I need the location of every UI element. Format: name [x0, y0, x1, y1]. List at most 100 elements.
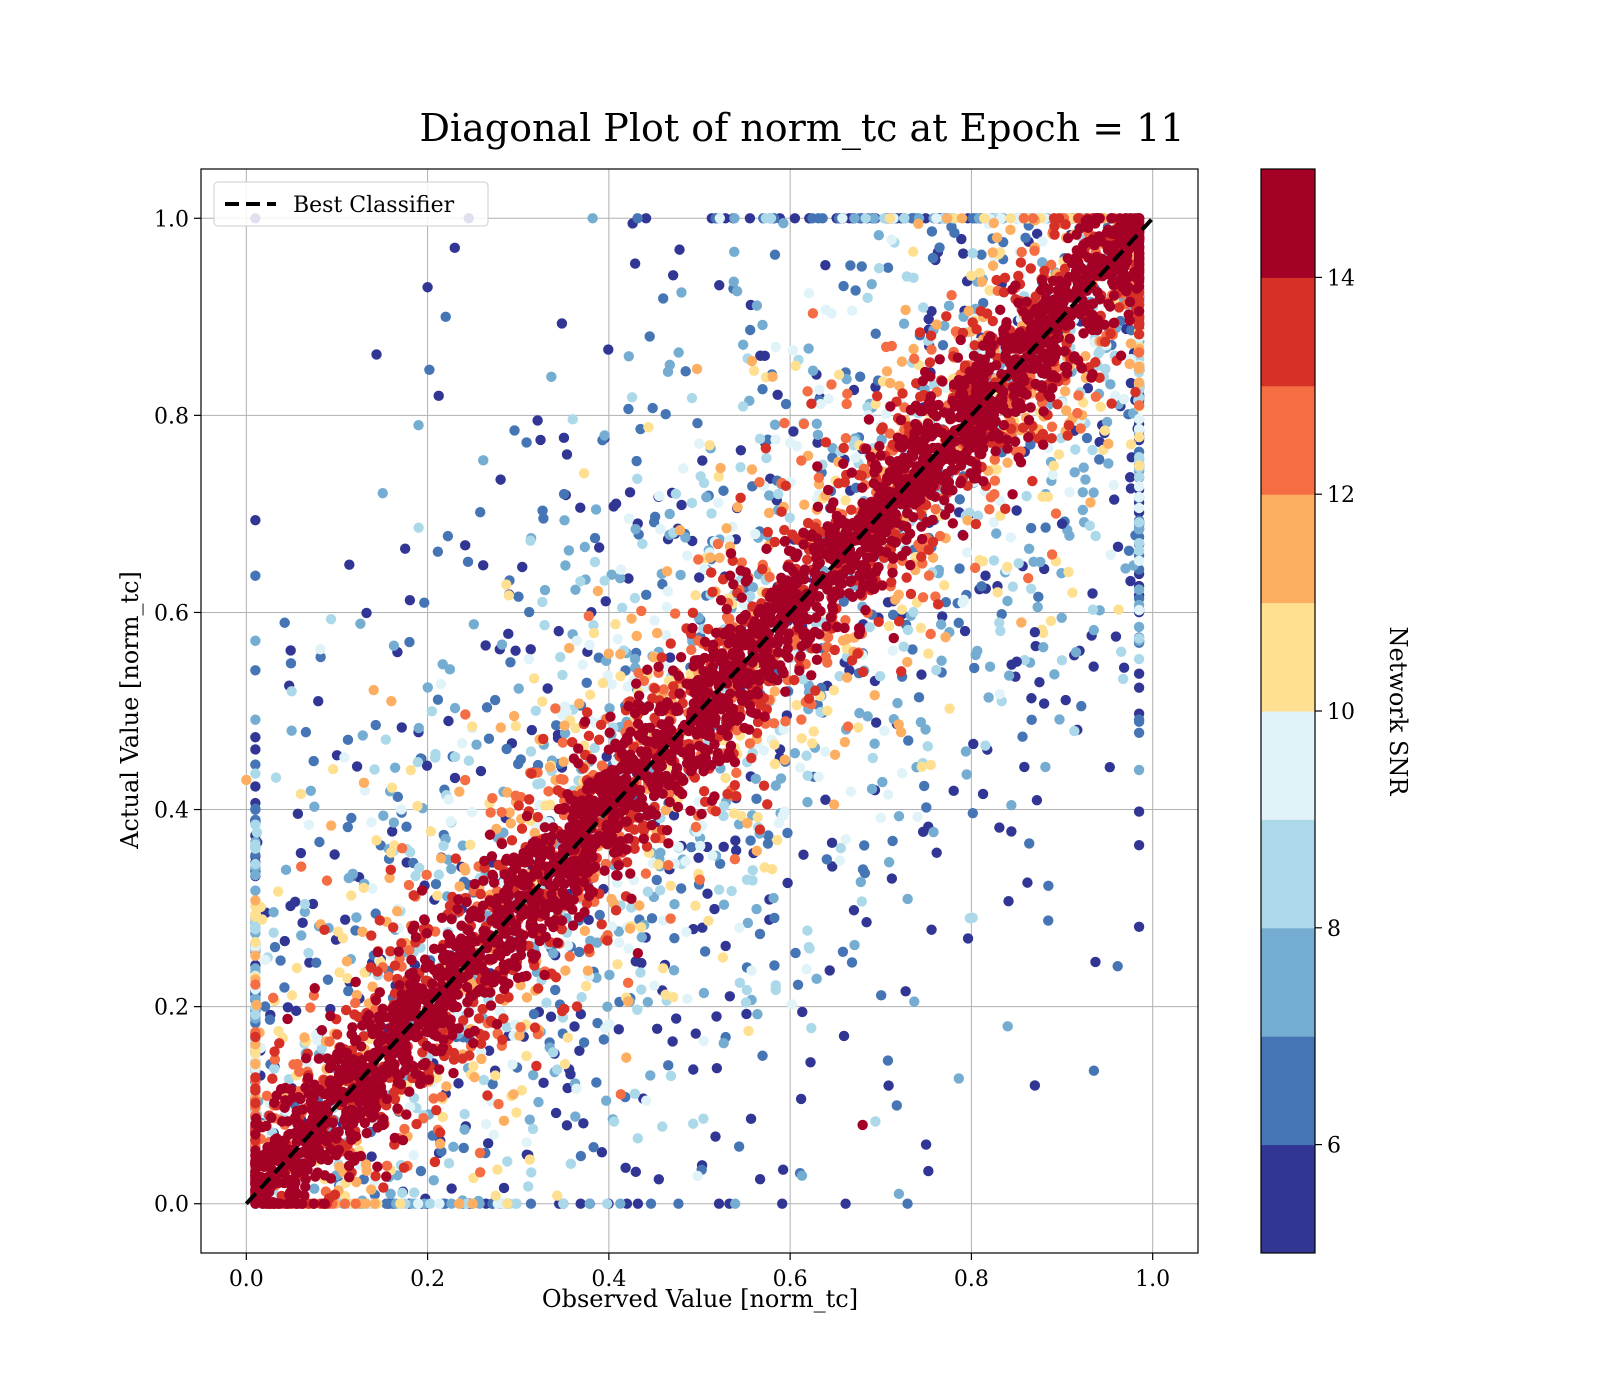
scatter-point — [976, 581, 987, 592]
scatter-point — [994, 617, 1005, 628]
scatter-point — [640, 868, 652, 879]
scatter-point — [626, 392, 638, 403]
scatter-point — [751, 727, 763, 739]
scatter-point — [1133, 502, 1145, 514]
scatter-point — [538, 1077, 549, 1089]
scatter-point — [711, 1062, 723, 1074]
scatter-point — [392, 791, 404, 803]
scatter-point — [1031, 795, 1043, 806]
scatter-point — [446, 863, 457, 875]
scatter-point — [1104, 761, 1115, 773]
scatter-point — [773, 488, 784, 500]
scatter-point — [824, 965, 835, 976]
scatter-point — [841, 373, 852, 385]
scatter-point — [424, 364, 435, 375]
scatter-point — [1095, 401, 1106, 412]
scatter-point — [562, 1082, 573, 1094]
scatter-point — [561, 706, 572, 718]
scatter-point — [623, 403, 634, 415]
scatter-point — [366, 930, 377, 941]
scatter-point — [751, 845, 763, 857]
scatter-point — [754, 928, 766, 940]
scatter-point — [1022, 877, 1033, 888]
scatter-point — [682, 993, 693, 1004]
scatter-point — [888, 632, 899, 644]
scatter-point — [623, 943, 634, 954]
scatter-point — [624, 923, 636, 934]
scatter-point — [770, 341, 781, 353]
scatter-point — [386, 826, 398, 837]
scatter-point — [745, 835, 756, 846]
scatter-point — [718, 899, 730, 910]
scatter-point — [984, 285, 995, 296]
scatter-point — [902, 893, 913, 905]
scatter-point — [871, 390, 883, 402]
scatter-point — [868, 213, 880, 224]
scatter-point — [915, 716, 927, 728]
scatter-point — [423, 1074, 435, 1085]
scatter-point — [989, 454, 1001, 465]
scatter-point — [734, 977, 746, 989]
scatter-point — [610, 905, 622, 916]
scatter-point — [606, 921, 618, 932]
scatter-point — [264, 1014, 276, 1025]
scatter-point — [250, 665, 261, 676]
scatter-point — [291, 962, 303, 974]
scatter-point — [845, 786, 857, 797]
scatter-point — [1037, 627, 1049, 639]
scatter-point — [565, 1069, 576, 1080]
scatter-point — [709, 903, 720, 915]
scatter-point — [620, 1162, 631, 1173]
scatter-point — [1133, 555, 1145, 567]
scatter-point — [850, 452, 861, 463]
scatter-point — [952, 352, 964, 363]
scatter-point — [564, 951, 575, 962]
scatter-point — [1105, 379, 1116, 390]
scatter-point — [473, 1013, 485, 1024]
scatter-point — [443, 794, 454, 805]
scatter-point — [725, 548, 737, 559]
scatter-point — [401, 821, 412, 832]
scatter-point — [776, 506, 787, 517]
scatter-point — [1101, 416, 1113, 428]
scatter-point — [803, 693, 815, 704]
scatter-point — [1027, 475, 1038, 487]
scatter-point — [754, 824, 766, 835]
scatter-point — [746, 752, 757, 764]
scatter-point — [900, 986, 911, 997]
scatter-point — [1025, 263, 1037, 274]
scatter-point — [1049, 229, 1060, 240]
scatter-point — [295, 847, 307, 859]
scatter-point — [551, 1064, 563, 1075]
scatter-point — [983, 692, 994, 703]
scatter-point — [459, 1124, 470, 1135]
scatter-point — [606, 569, 617, 580]
scatter-point — [909, 353, 920, 364]
scatter-point — [804, 943, 815, 954]
scatter-point — [1077, 487, 1088, 498]
scatter-point — [404, 595, 416, 606]
scatter-point — [521, 437, 532, 448]
scatter-point — [1063, 420, 1075, 431]
scatter-point — [962, 933, 974, 944]
scatter-point — [724, 991, 736, 1002]
scatter-point — [504, 807, 515, 818]
scatter-point — [840, 432, 852, 444]
scatter-point — [1133, 377, 1145, 388]
scatter-point — [615, 564, 627, 575]
scatter-point — [530, 705, 542, 717]
scatter-point — [787, 345, 799, 356]
scatter-point — [250, 768, 261, 779]
scatter-point — [875, 812, 886, 824]
scatter-point — [882, 789, 894, 800]
scatter-point — [560, 560, 571, 571]
scatter-point — [528, 673, 540, 684]
scatter-point — [653, 1174, 665, 1185]
scatter-point — [665, 913, 676, 924]
scatter-point — [735, 445, 747, 456]
scatter-point — [484, 829, 496, 840]
scatter-point — [630, 523, 641, 535]
scatter-point — [460, 540, 471, 551]
scatter-point — [351, 989, 363, 1001]
scatter-point — [388, 817, 400, 828]
